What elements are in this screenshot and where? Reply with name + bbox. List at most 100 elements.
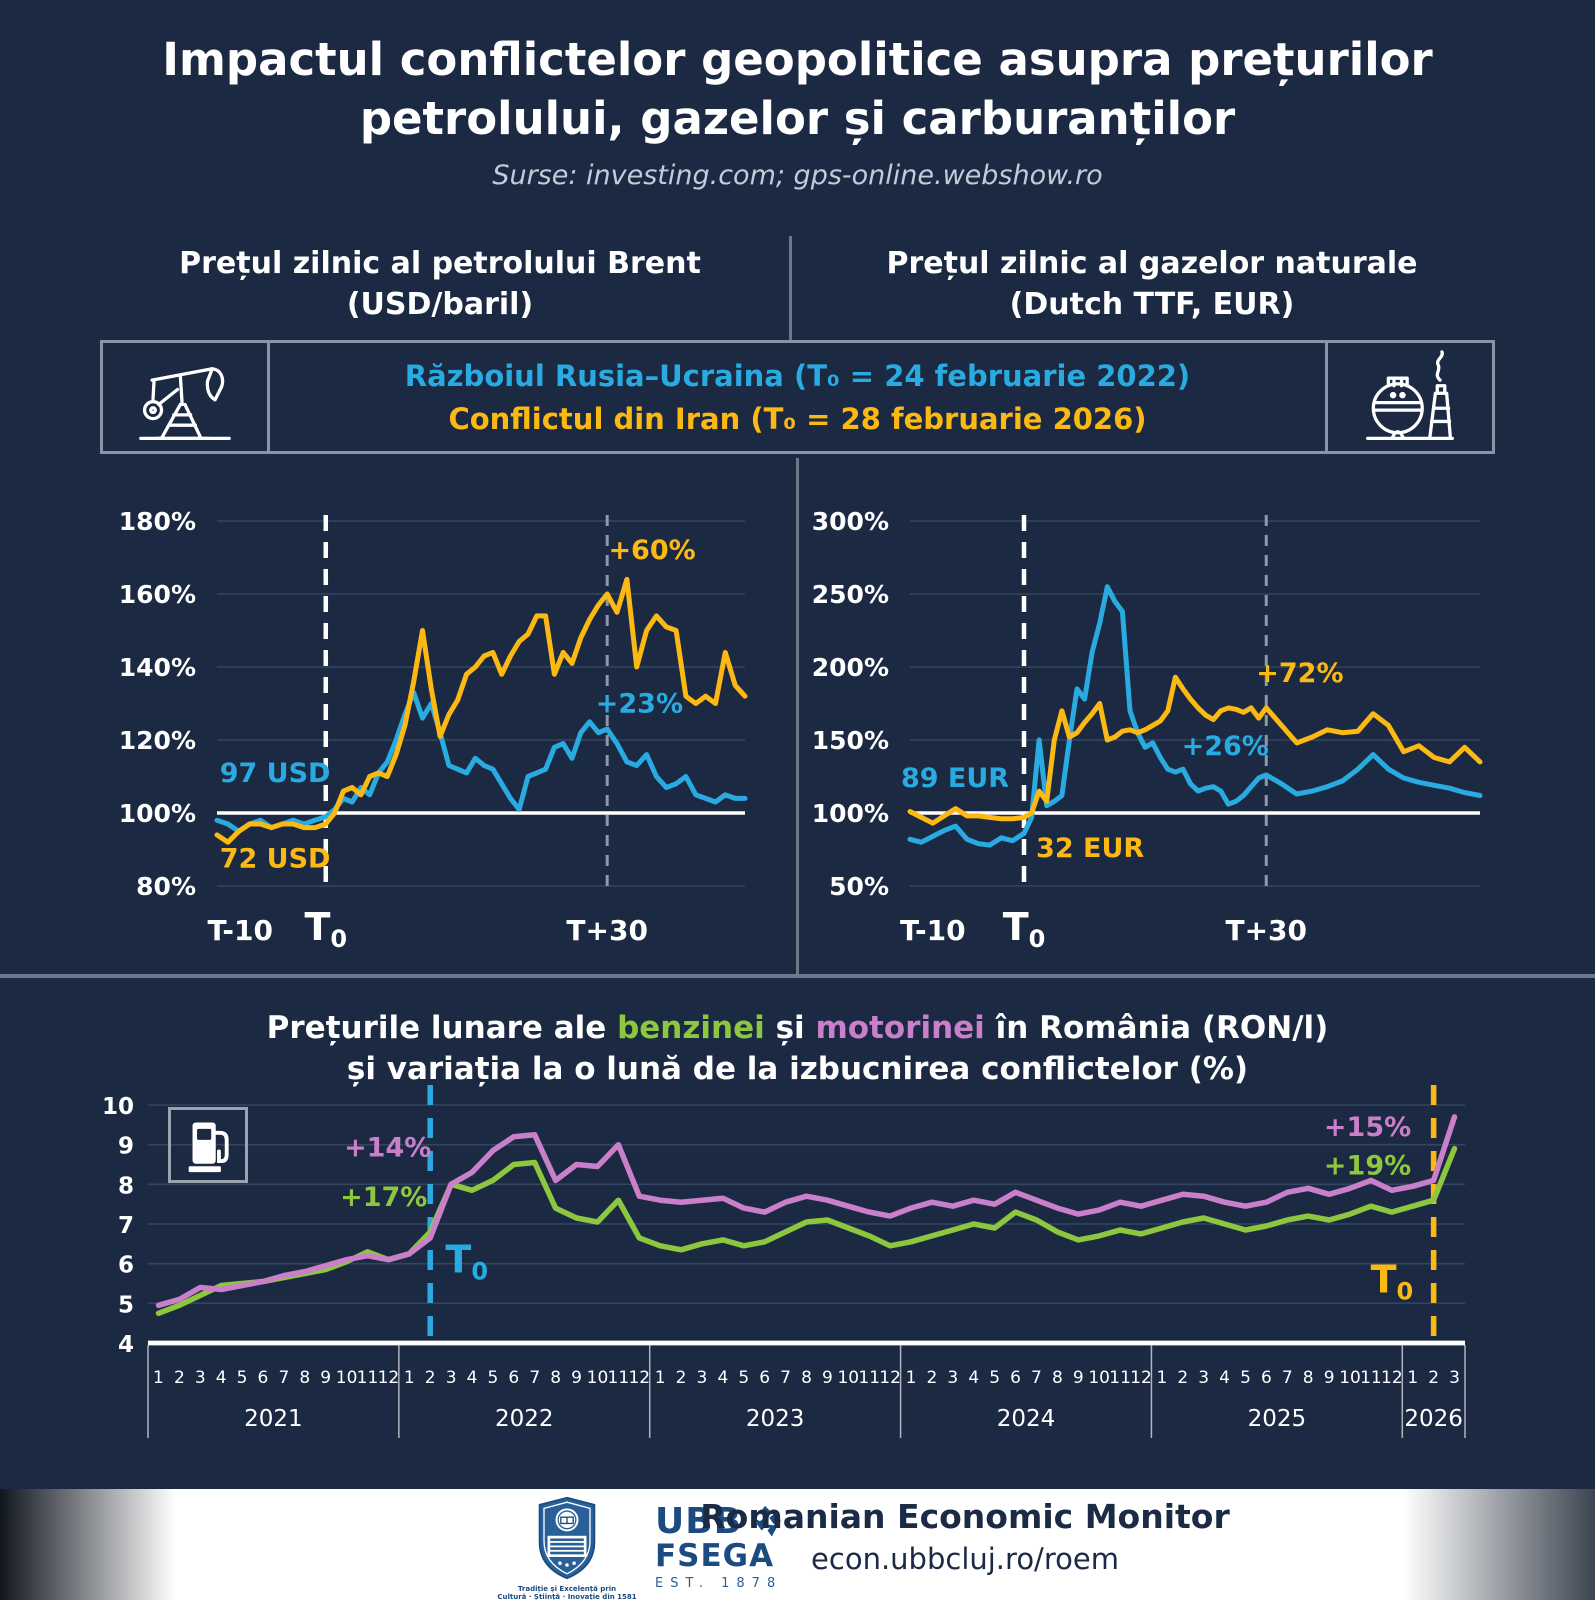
fuel-month-label: 2 (676, 1368, 687, 1388)
brent-annotation-+23%: +23% (596, 689, 683, 720)
gas-annotation-89EUR: 89 EUR (901, 763, 1009, 794)
brent-annotation-97USD: 97 USD (220, 758, 331, 789)
gas-annotation-+72%: +72% (1256, 658, 1343, 689)
fuel-ytick-10: 10 (102, 1094, 134, 1120)
page-title: Impactul conflictelor geopolitice asupra… (0, 30, 1595, 148)
fuel-month-label: 11 (608, 1368, 630, 1388)
fuel-month-label: 6 (258, 1368, 269, 1388)
gas-xlabel-T+30: T+30 (1225, 914, 1307, 947)
sources-subtitle: Surse: investing.com; gps-online.webshow… (492, 160, 1103, 191)
fuel-title-motorinei: motorinei (815, 1010, 985, 1046)
fuel-month-label: 6 (1261, 1368, 1272, 1388)
fuel-month-label: 10 (587, 1368, 609, 1388)
gas-annotation-32EUR: 32 EUR (1036, 833, 1144, 864)
fuel-month-label: 4 (968, 1368, 979, 1388)
fuel-month-label: 10 (1339, 1368, 1361, 1388)
fuel-ytick-4: 4 (118, 1332, 134, 1358)
brent-ytick-80: 80% (136, 872, 196, 901)
gas-panel-title-line2: (Dutch TTF, EUR) (1009, 287, 1295, 322)
gas-series-conflictul-din-iran-2026- (907, 674, 1483, 826)
fuel-month-label: 11 (858, 1368, 880, 1388)
fuel-annotation-+15%: +15% (1324, 1112, 1411, 1143)
fuel-month-label: 10 (336, 1368, 358, 1388)
fuel-month-label: 10 (1088, 1368, 1110, 1388)
gas-annotation-+26%: +26% (1182, 731, 1269, 762)
brent-annotation-+60%: +60% (608, 535, 695, 566)
panel-divider (796, 458, 799, 974)
brent-ytick-120: 120% (119, 726, 196, 755)
gas-ytick-300: 300% (812, 507, 889, 536)
shield-tagline-line2: Cultură · Știință · Inovație din 1581 (497, 1593, 637, 1600)
fuel-month-label: 7 (529, 1368, 540, 1388)
brent-ytick-160: 160% (119, 580, 196, 609)
fuel-year-label-2026: 2026 (1404, 1406, 1463, 1432)
conflict-banner: Războiul Rusia–Ucraina (T₀ = 24 februari… (100, 340, 1495, 454)
page-title-line2: petrolului, gazelor și carburanților (359, 92, 1236, 145)
fuel-title-seg3: în România (RON/l) (984, 1010, 1329, 1046)
fuel-chart-title-line2: și variația la o lună de la izbucnirea c… (346, 1051, 1249, 1087)
fuel-month-label: 8 (550, 1368, 561, 1388)
fuel-month-label: 5 (488, 1368, 499, 1388)
fuel-ytick-9: 9 (118, 1134, 134, 1160)
banner-text: Războiul Rusia–Ucraina (T₀ = 24 februari… (270, 343, 1325, 451)
brent-ytick-180: 180% (119, 507, 196, 536)
fsega-wordmark: FSEGA (655, 1538, 775, 1574)
fuel-month-label: 3 (446, 1368, 457, 1388)
brent-ytick-100: 100% (119, 799, 196, 828)
fuel-series-benzina (155, 1145, 1458, 1317)
gas-panel-title: Prețul zilnic al gazelor naturale (Dutch… (812, 243, 1492, 325)
ubb-shield-logo: Tradiție și Excelență prin Cultură · Ști… (492, 1496, 642, 1600)
oil-pump-icon (139, 367, 231, 441)
brent-series-conflictul-din-iran-2026- (214, 576, 748, 845)
fuel-month-label: 7 (1031, 1368, 1042, 1388)
fuel-annotation-T: T0 (1371, 1258, 1414, 1306)
title-divider (789, 236, 792, 340)
fuel-month-label: 1 (906, 1368, 917, 1388)
banner-iran-line: Conflictul din Iran (T₀ = 28 februarie 2… (448, 401, 1147, 436)
gas-ytick-150: 150% (812, 726, 889, 755)
brent-panel-title-line1: Prețul zilnic al petrolului Brent (179, 246, 701, 281)
gas-ytick-50: 50% (829, 872, 889, 901)
shield-tagline-line1: Tradiție și Excelență prin (517, 1585, 617, 1593)
fuel-month-label: 2 (425, 1368, 436, 1388)
fuel-month-label: 12 (1381, 1368, 1403, 1388)
brent-panel-title-line2: (USD/baril) (346, 287, 534, 322)
page-title-line1: Impactul conflictelor geopolitice asupra… (162, 33, 1433, 86)
fuel-month-label: 8 (801, 1368, 812, 1388)
brent-panel-title: Prețul zilnic al petrolului Brent (USD/b… (100, 243, 780, 325)
fuel-month-label: 12 (1130, 1368, 1152, 1388)
fuel-year-label-2025: 2025 (1248, 1406, 1307, 1432)
gas-series-r-zboiul-rusia-ucraina-2022- (907, 584, 1483, 848)
fuel-month-label: 4 (467, 1368, 478, 1388)
fuel-month-label: 8 (1303, 1368, 1314, 1388)
fuel-month-label: 5 (1240, 1368, 1251, 1388)
fuel-pump-icon (188, 1122, 229, 1173)
fuel-chart-title: Prețurile lunare ale benzinei și motorin… (0, 1008, 1595, 1090)
fuel-month-label: 11 (1109, 1368, 1131, 1388)
fuel-month-label: 2 (927, 1368, 938, 1388)
fuel-month-label: 2 (1428, 1368, 1439, 1388)
fuel-year-label-2021: 2021 (244, 1406, 303, 1432)
fuel-month-label: 1 (1156, 1368, 1167, 1388)
ubb-diamond-icon (753, 1505, 782, 1536)
gas-xlabel-T₀: T0 (1003, 905, 1046, 953)
fuel-annotation-+17%: +17% (340, 1182, 427, 1213)
gas-plant-icon-cell (1325, 343, 1492, 451)
fuel-month-label: 4 (717, 1368, 728, 1388)
fuel-month-label: 3 (1198, 1368, 1209, 1388)
fuel-month-label: 9 (822, 1368, 833, 1388)
fuel-month-label: 9 (1073, 1368, 1084, 1388)
fuel-title-seg2: și (764, 1010, 816, 1046)
fuel-month-label: 4 (1219, 1368, 1230, 1388)
fuel-ytick-6: 6 (118, 1253, 134, 1279)
brent-ytick-140: 140% (119, 653, 196, 682)
fuel-month-label: 3 (947, 1368, 958, 1388)
gas-panel-title-line1: Prețul zilnic al gazelor naturale (886, 246, 1418, 281)
footer-url: econ.ubbcluj.ro/roem (811, 1542, 1119, 1576)
banner-ukraine-line: Războiul Rusia–Ucraina (T₀ = 24 februari… (404, 358, 1191, 393)
brent-xlabel-T₀: T0 (304, 905, 347, 953)
fuel-month-label: 2 (1177, 1368, 1188, 1388)
fuel-month-label: 5 (738, 1368, 749, 1388)
